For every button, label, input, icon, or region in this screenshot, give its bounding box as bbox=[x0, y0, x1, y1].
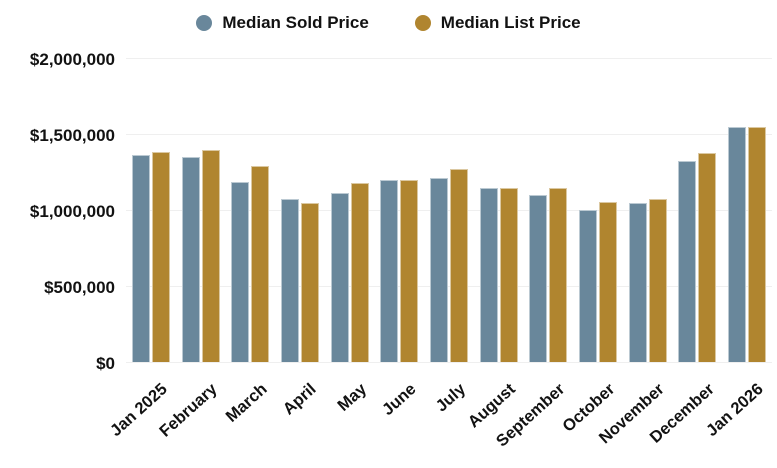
x-tick-label-february: February bbox=[156, 380, 221, 441]
y-tick-label-$2,000,000: $2,000,000 bbox=[29, 50, 115, 69]
x-tick-label-july: July bbox=[432, 380, 470, 416]
gridline-$2,000,000 bbox=[126, 58, 772, 59]
x-tick-label-april: April bbox=[279, 380, 320, 419]
bar-median-sold-price-march[interactable] bbox=[231, 181, 250, 362]
bar-median-sold-price-may[interactable] bbox=[330, 193, 349, 362]
x-tick-label-september: September bbox=[493, 380, 569, 451]
bar-median-list-price-april[interactable] bbox=[300, 203, 319, 362]
bar-median-sold-price-august[interactable] bbox=[479, 187, 498, 362]
gridline-$0 bbox=[126, 362, 772, 363]
x-tick-label-jan-2026: Jan 2026 bbox=[703, 380, 768, 441]
legend-item-median-sold-price[interactable]: Median Sold Price bbox=[196, 13, 369, 33]
x-tick-label-october: October bbox=[559, 380, 619, 436]
y-axis: $0 $500,000 $1,000,000 $1,500,000 $2,000,000 bbox=[0, 0, 115, 468]
bar-median-sold-price-jan-2025[interactable] bbox=[131, 155, 150, 362]
y-tick-label-$1,500,000: $1,500,000 bbox=[29, 126, 115, 145]
bar-median-sold-price-april[interactable] bbox=[280, 199, 299, 362]
bar-median-sold-price-june[interactable] bbox=[380, 179, 399, 362]
x-tick-label-november: November bbox=[595, 380, 668, 448]
bar-median-list-price-march[interactable] bbox=[251, 165, 270, 362]
legend-label-median-list-price: Median List Price bbox=[440, 13, 581, 32]
plot-area bbox=[126, 58, 772, 363]
bar-median-list-price-may[interactable] bbox=[350, 183, 369, 362]
bar-median-list-price-jan-2026[interactable] bbox=[748, 127, 767, 362]
bar-median-sold-price-february[interactable] bbox=[181, 156, 200, 362]
median-sold-price-swatch-icon bbox=[196, 15, 213, 31]
bar-median-list-price-august[interactable] bbox=[499, 187, 518, 362]
gridline-$1,000,000 bbox=[126, 210, 772, 211]
bar-median-sold-price-july[interactable] bbox=[430, 178, 448, 362]
bar-median-list-price-december[interactable] bbox=[698, 153, 717, 362]
bar-median-list-price-september[interactable] bbox=[549, 187, 568, 362]
y-tick-label-$0: $0 bbox=[96, 354, 115, 373]
x-tick-label-august: August bbox=[464, 380, 519, 432]
bar-median-list-price-jan-2025[interactable] bbox=[151, 152, 170, 362]
x-tick-label-december: December bbox=[646, 380, 718, 447]
bar-median-sold-price-november[interactable] bbox=[628, 203, 647, 362]
x-tick-label-june: June bbox=[378, 380, 420, 420]
bar-median-list-price-february[interactable] bbox=[201, 149, 220, 362]
y-tick-label-$500,000: $500,000 bbox=[44, 278, 115, 297]
gridline-$1,500,000 bbox=[126, 134, 772, 135]
x-tick-label-jan-2025: Jan 2025 bbox=[107, 380, 171, 441]
gridline-$500,000 bbox=[126, 286, 772, 287]
y-tick-label-$1,000,000: $1,000,000 bbox=[29, 202, 115, 221]
legend-label-median-sold-price: Median Sold Price bbox=[222, 13, 369, 32]
bar-median-list-price-june[interactable] bbox=[400, 179, 419, 362]
bar-median-list-price-july[interactable] bbox=[450, 168, 468, 362]
bar-median-sold-price-october[interactable] bbox=[579, 210, 598, 362]
bar-median-list-price-october[interactable] bbox=[599, 202, 618, 362]
chart-legend: Median Sold Price Median List Price bbox=[0, 8, 777, 38]
bar-median-sold-price-september[interactable] bbox=[529, 194, 548, 362]
bar-median-sold-price-december[interactable] bbox=[678, 161, 697, 362]
legend-item-median-list-price[interactable]: Median List Price bbox=[414, 13, 581, 33]
median-list-price-swatch-icon bbox=[414, 15, 431, 31]
bar-median-list-price-november[interactable] bbox=[648, 199, 667, 362]
x-tick-label-march: March bbox=[222, 380, 271, 426]
bar-median-sold-price-jan-2026[interactable] bbox=[728, 127, 747, 362]
x-tick-label-may: May bbox=[333, 380, 370, 415]
